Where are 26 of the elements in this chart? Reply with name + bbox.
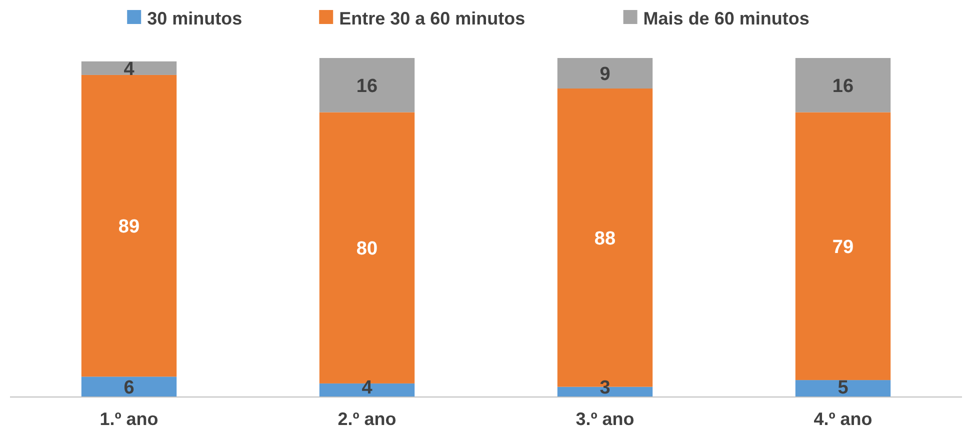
bar (319, 58, 415, 112)
bar (795, 58, 891, 112)
data-label: 16 (356, 76, 378, 97)
bar (795, 380, 891, 397)
legend-label: Mais de 60 minutos (643, 8, 810, 28)
bar (81, 61, 177, 75)
data-label: 80 (356, 238, 378, 260)
data-label: 5 (838, 378, 849, 399)
data-label: 79 (832, 236, 854, 258)
x-tick-label: 4.º ano (814, 409, 872, 429)
bar (557, 58, 653, 89)
data-label: 6 (124, 377, 134, 398)
data-label: 9 (600, 64, 610, 85)
x-tick-label: 1.º ano (100, 409, 158, 429)
bar (795, 112, 891, 380)
x-tick-label: 2.º ano (338, 409, 396, 429)
data-label: 4 (362, 378, 373, 399)
x-tick-label: 3.º ano (576, 409, 634, 429)
data-label: 16 (832, 76, 854, 97)
legend-label: 30 minutos (147, 8, 242, 28)
legend-label: Entre 30 a 60 minutos (339, 8, 526, 28)
data-label: 88 (594, 228, 616, 250)
data-label: 4 (124, 58, 135, 80)
bar (81, 74, 177, 377)
data-label: 89 (118, 216, 140, 238)
bar (81, 376, 177, 397)
